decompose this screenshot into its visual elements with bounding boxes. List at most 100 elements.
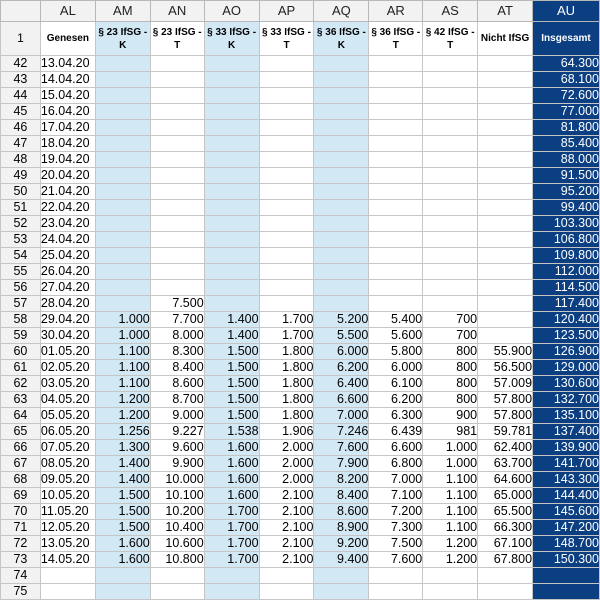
cell-am[interactable] xyxy=(94,119,151,136)
cell-au[interactable]: 91.500 xyxy=(532,167,600,184)
row-number[interactable]: 46 xyxy=(0,119,41,136)
cell-aq[interactable] xyxy=(313,567,370,584)
header-cell-as[interactable]: § 42 IfSG -T xyxy=(422,21,479,56)
cell-ar[interactable]: 7.000 xyxy=(368,471,424,488)
cell-an[interactable]: 8.300 xyxy=(149,343,205,360)
cell-an[interactable] xyxy=(149,215,205,232)
row-number[interactable]: 58 xyxy=(0,311,41,328)
cell-al[interactable]: 10.05.20 xyxy=(39,487,96,504)
cell-at[interactable] xyxy=(477,311,534,328)
cell-at[interactable] xyxy=(477,295,534,312)
cell-at[interactable]: 62.400 xyxy=(477,439,534,456)
row-number[interactable]: 49 xyxy=(0,167,41,184)
cell-an[interactable]: 10.000 xyxy=(149,471,205,488)
cell-an[interactable] xyxy=(149,167,205,184)
cell-am[interactable] xyxy=(94,103,151,120)
cell-aq[interactable] xyxy=(313,247,370,264)
cell-aq[interactable]: 6.000 xyxy=(313,343,370,360)
column-header-aq[interactable]: AQ xyxy=(313,0,370,22)
cell-ap[interactable]: 1.906 xyxy=(258,423,315,440)
cell-al[interactable]: 27.04.20 xyxy=(39,279,96,296)
cell-at[interactable]: 56.500 xyxy=(477,359,534,376)
cell-at[interactable] xyxy=(477,167,534,184)
cell-ao[interactable]: 1.700 xyxy=(203,519,260,536)
cell-aq[interactable] xyxy=(313,135,370,152)
cell-ar[interactable]: 6.100 xyxy=(368,375,424,392)
header-cell-al[interactable]: Genesen xyxy=(39,21,96,56)
cell-ar[interactable]: 7.600 xyxy=(368,551,424,568)
cell-am[interactable]: 1.500 xyxy=(94,519,151,536)
cell-an[interactable] xyxy=(149,583,205,600)
header-cell-at[interactable]: Nicht IfSG xyxy=(477,21,534,56)
cell-aq[interactable]: 9.400 xyxy=(313,551,370,568)
cell-ap[interactable]: 1.800 xyxy=(258,343,315,360)
cell-ap[interactable]: 2.100 xyxy=(258,535,315,552)
cell-au[interactable]: 143.300 xyxy=(532,471,600,488)
cell-an[interactable] xyxy=(149,87,205,104)
cell-au[interactable]: 117.400 xyxy=(532,295,600,312)
cell-ap[interactable]: 1.800 xyxy=(258,375,315,392)
cell-an[interactable]: 8.600 xyxy=(149,375,205,392)
cell-at[interactable]: 67.100 xyxy=(477,535,534,552)
header-cell-ao[interactable]: § 33 IfSG -K xyxy=(203,21,260,56)
cell-ar[interactable]: 7.500 xyxy=(368,535,424,552)
cell-ao[interactable] xyxy=(203,279,260,296)
cell-an[interactable] xyxy=(149,279,205,296)
cell-as[interactable] xyxy=(422,55,479,72)
cell-aq[interactable]: 5.500 xyxy=(313,327,370,344)
cell-au[interactable]: 150.300 xyxy=(532,551,600,568)
cell-at[interactable] xyxy=(477,71,534,88)
cell-an[interactable]: 9.900 xyxy=(149,455,205,472)
cell-am[interactable]: 1.200 xyxy=(94,391,151,408)
cell-aq[interactable]: 7.000 xyxy=(313,407,370,424)
cell-ap[interactable] xyxy=(258,119,315,136)
cell-au[interactable]: 137.400 xyxy=(532,423,600,440)
cell-at[interactable] xyxy=(477,199,534,216)
cell-ar[interactable]: 6.300 xyxy=(368,407,424,424)
cell-am[interactable]: 1.600 xyxy=(94,535,151,552)
cell-ar[interactable] xyxy=(368,583,424,600)
cell-ap[interactable]: 2.100 xyxy=(258,519,315,536)
cell-am[interactable] xyxy=(94,55,151,72)
row-number[interactable]: 42 xyxy=(0,55,41,72)
cell-an[interactable]: 7.500 xyxy=(149,295,205,312)
row-number[interactable]: 61 xyxy=(0,359,41,376)
cell-ap[interactable] xyxy=(258,279,315,296)
row-number[interactable]: 44 xyxy=(0,87,41,104)
cell-aq[interactable]: 9.200 xyxy=(313,535,370,552)
cell-as[interactable] xyxy=(422,183,479,200)
cell-an[interactable] xyxy=(149,567,205,584)
cell-ap[interactable] xyxy=(258,247,315,264)
cell-ar[interactable] xyxy=(368,295,424,312)
cell-aq[interactable] xyxy=(313,87,370,104)
cell-aq[interactable]: 5.200 xyxy=(313,311,370,328)
cell-as[interactable]: 981 xyxy=(422,423,479,440)
cell-ao[interactable]: 1.700 xyxy=(203,503,260,520)
cell-am[interactable]: 1.100 xyxy=(94,375,151,392)
cell-am[interactable]: 1.100 xyxy=(94,343,151,360)
cell-ar[interactable]: 5.400 xyxy=(368,311,424,328)
cell-au[interactable] xyxy=(532,583,600,600)
row-number[interactable]: 64 xyxy=(0,407,41,424)
row-number[interactable]: 43 xyxy=(0,71,41,88)
cell-as[interactable]: 800 xyxy=(422,359,479,376)
cell-ar[interactable]: 7.200 xyxy=(368,503,424,520)
cell-ap[interactable] xyxy=(258,151,315,168)
cell-am[interactable] xyxy=(94,71,151,88)
cell-au[interactable]: 123.500 xyxy=(532,327,600,344)
cell-ao[interactable] xyxy=(203,167,260,184)
cell-as[interactable] xyxy=(422,87,479,104)
cell-ap[interactable] xyxy=(258,295,315,312)
cell-aq[interactable]: 7.246 xyxy=(313,423,370,440)
cell-ar[interactable]: 6.600 xyxy=(368,439,424,456)
cell-au[interactable]: 81.800 xyxy=(532,119,600,136)
cell-aq[interactable] xyxy=(313,295,370,312)
cell-am[interactable]: 1.256 xyxy=(94,423,151,440)
cell-at[interactable]: 63.700 xyxy=(477,455,534,472)
cell-aq[interactable] xyxy=(313,55,370,72)
row-number[interactable]: 48 xyxy=(0,151,41,168)
cell-am[interactable]: 1.400 xyxy=(94,471,151,488)
cell-as[interactable]: 1.200 xyxy=(422,535,479,552)
cell-au[interactable]: 103.300 xyxy=(532,215,600,232)
cell-ar[interactable]: 6.000 xyxy=(368,359,424,376)
